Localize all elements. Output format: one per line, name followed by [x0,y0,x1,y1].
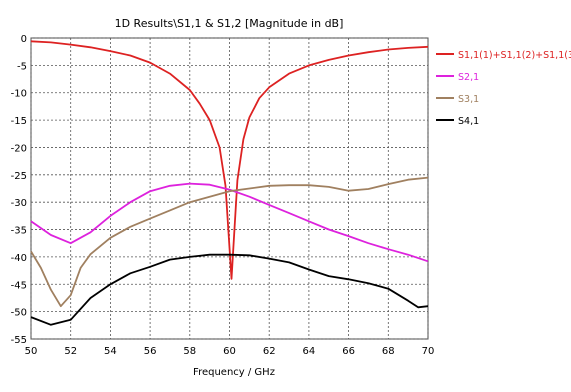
y-tick-label: -45 [11,280,27,291]
legend: S1,1(1)+S1,1(2)+S1,1(3)+S1,1(4) S2,1 S3,1 S… [436,50,571,127]
series-line-1 [30,40,429,280]
x-tick-label: 60 [223,346,236,357]
y-tick-label: -40 [11,253,27,264]
x-tick-label: 56 [144,346,157,357]
y-tick-label: -20 [11,143,27,154]
series-line-3 [30,176,429,308]
y-tick-label: -55 [11,335,27,346]
y-tick-label: -10 [11,89,27,100]
x-axis-label: Frequency / GHz [193,367,275,378]
y-tick-label: -35 [11,226,27,237]
x-tick-label: 70 [422,346,435,357]
x-tick-label: 64 [303,346,316,357]
y-tick-label: -30 [11,198,27,209]
y-tick-label: 0 [21,34,27,45]
y-tick-label: -50 [11,308,27,319]
x-tick-label: 66 [342,346,355,357]
legend-label-3: S3,1 [458,94,479,105]
x-tick-label: 50 [25,346,38,357]
legend-label-1: S1,1(1)+S1,1(2)+S1,1(3)+S1,1(4) [458,50,571,61]
chart-title: 1D Results\S1,1 & S1,2 [Magnitude in dB] [115,17,344,30]
y-tick-label: -5 [17,61,27,72]
x-tick-label: 52 [64,346,77,357]
x-tick-label: 54 [104,346,117,357]
plot-frame [30,37,429,340]
series-line-2 [30,182,429,263]
x-tick-label: 58 [183,346,196,357]
y-tick-label: -15 [11,116,27,127]
plot-area: 50 52 54 56 58 60 62 64 66 68 70 0 -5 -10 -15 -20 -25 -30… [11,34,435,357]
y-tick-label: -25 [11,171,27,182]
legend-label-4: S4,1 [458,116,479,127]
legend-label-2: S2,1 [458,72,479,83]
series-line-4 [30,253,429,326]
x-tick-label: 62 [263,346,276,357]
x-tick-label: 68 [382,346,395,357]
